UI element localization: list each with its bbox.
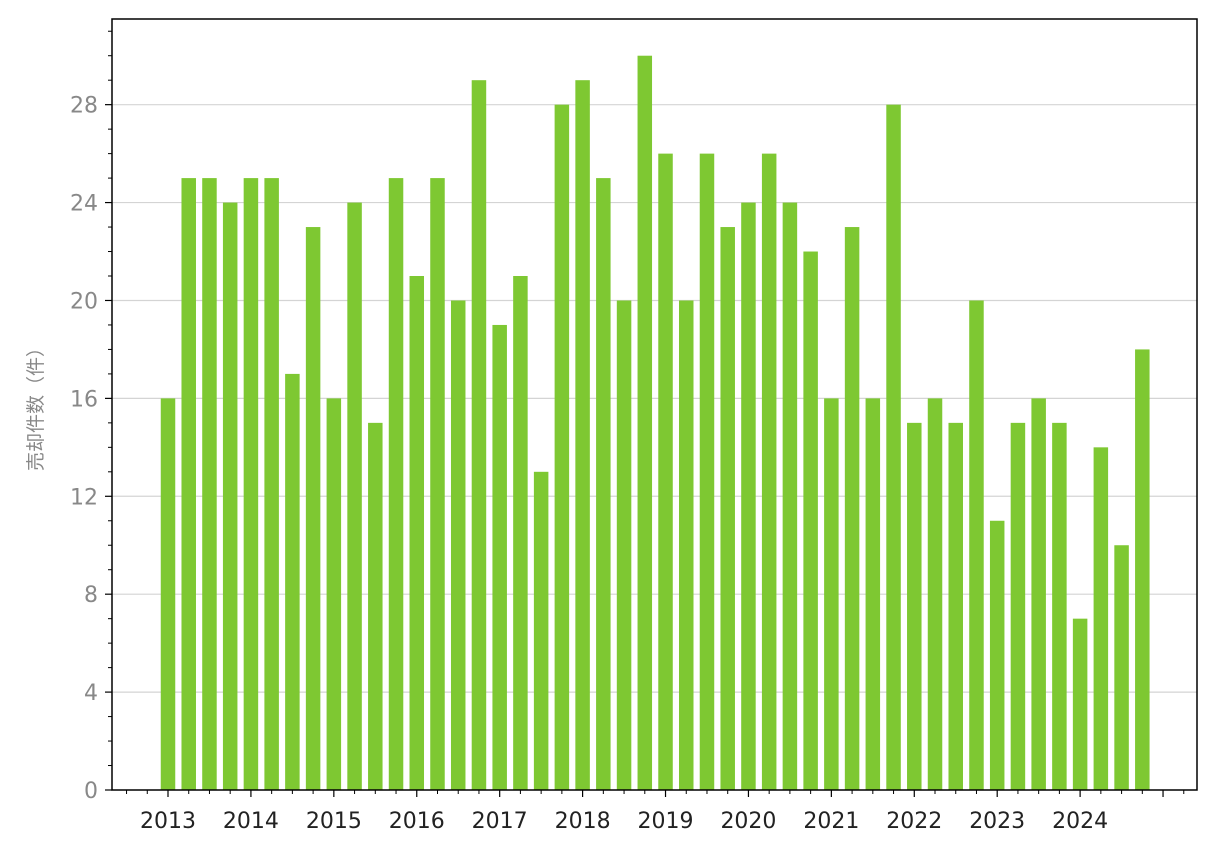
- x-tick-label: 2014: [223, 809, 279, 834]
- y-tick-label: 4: [84, 681, 98, 706]
- bar: [782, 202, 798, 791]
- bar: [450, 300, 466, 790]
- bar: [616, 300, 632, 790]
- bar: [554, 104, 570, 790]
- bar: [907, 422, 922, 790]
- bar: [326, 398, 342, 790]
- bar: [202, 178, 217, 791]
- bar: [1093, 447, 1109, 790]
- y-tick-label: 0: [84, 779, 98, 804]
- bar: [285, 373, 300, 790]
- x-axis: 2013 2014 2015 2016 2017 2018 2019 2020 2021 2022…: [126, 790, 1185, 834]
- bar: [679, 300, 694, 790]
- bar: [886, 104, 901, 790]
- bar: [471, 80, 487, 790]
- bar: [844, 227, 860, 791]
- bar: [492, 324, 507, 790]
- bar: [513, 276, 528, 790]
- bar: [1031, 398, 1046, 790]
- bar: [596, 178, 611, 791]
- bar: [637, 55, 653, 790]
- bar: [948, 422, 963, 790]
- bar: [699, 153, 715, 791]
- y-tick-label: 8: [84, 583, 98, 608]
- bar: [1072, 618, 1088, 790]
- x-tick-label: 2018: [555, 809, 611, 834]
- bar: [803, 251, 818, 790]
- x-tick-label: 2020: [720, 809, 776, 834]
- x-tick-label: 2016: [389, 809, 445, 834]
- bar: [761, 153, 777, 791]
- bar: [1114, 545, 1129, 790]
- y-tick-label: 24: [70, 192, 98, 217]
- bar: [658, 153, 673, 791]
- x-tick-label: 2023: [969, 809, 1025, 834]
- bar: [181, 178, 196, 791]
- x-tick-label: 2019: [638, 809, 694, 834]
- plot-frame: [111, 18, 1198, 791]
- x-tick-label: 2021: [803, 809, 859, 834]
- bar: [409, 276, 425, 790]
- bar: [222, 202, 238, 791]
- bar: [388, 178, 404, 791]
- x-tick-label: 2024: [1052, 809, 1108, 834]
- bar: [969, 300, 984, 790]
- bar: [1010, 422, 1026, 790]
- bar: [305, 227, 321, 791]
- bar: [927, 398, 943, 790]
- y-axis: 0 4 8 12 16 20 24 28: [70, 30, 112, 804]
- bar: [865, 398, 881, 790]
- x-tick-label: 2017: [472, 809, 528, 834]
- bar: [347, 202, 362, 791]
- bar: [575, 80, 590, 790]
- bar: [160, 398, 176, 790]
- bar: [1135, 349, 1150, 790]
- bar: [368, 422, 383, 790]
- bar: [430, 178, 445, 791]
- bar: [741, 202, 756, 791]
- x-tick-label: 2022: [886, 809, 942, 834]
- bar: [533, 471, 549, 790]
- bar: [989, 520, 1005, 790]
- y-tick-label: 20: [70, 289, 98, 314]
- bar: [720, 227, 735, 791]
- bars: [160, 55, 1150, 791]
- y-tick-label: 28: [70, 94, 98, 119]
- y-tick-label: 16: [70, 387, 98, 412]
- bar: [824, 398, 839, 790]
- bar: [264, 178, 279, 791]
- x-tick-label: 2015: [306, 809, 362, 834]
- bar: [1052, 422, 1067, 790]
- y-axis-label: 売却件数（件）: [25, 338, 47, 471]
- x-tick-label: 2013: [140, 809, 196, 834]
- y-tick-label: 12: [70, 485, 98, 510]
- bar: [243, 178, 259, 791]
